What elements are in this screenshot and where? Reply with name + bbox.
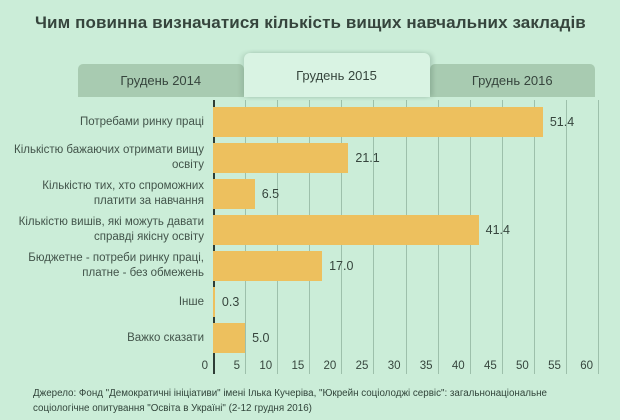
x-tick-label: 45 bbox=[483, 360, 497, 372]
page-title: Чим повинна визначатися кількість вищих … bbox=[35, 13, 586, 32]
source-note: Джерело: Фонд "Демократичні ініціативи" … bbox=[33, 388, 547, 415]
bar-zone: 6.5 bbox=[213, 179, 598, 209]
bar-value-label: 41.4 bbox=[485, 223, 510, 237]
x-tick-label: 10 bbox=[259, 360, 273, 372]
x-tick-label: 5 bbox=[233, 360, 241, 372]
x-tick-label: 55 bbox=[548, 360, 561, 372]
bar-zone: 0.3 bbox=[213, 287, 598, 317]
bar-zone: 51.4 bbox=[213, 107, 598, 137]
gridline bbox=[533, 100, 535, 374]
tab-bar: Грудень 2014 Грудень 2015 Грудень 2016 bbox=[78, 53, 595, 97]
bar-chart: Потребами ринку праці 51.4 Кількістю бажаю… bbox=[0, 100, 620, 376]
category-label: Кількістю бажаючих отримати вищу освіту bbox=[14, 144, 204, 171]
chart-row: Важко сказати 5.0 bbox=[0, 320, 620, 356]
chart-plot-area: Потребами ринку праці 51.4 Кількістю бажаю… bbox=[0, 100, 620, 374]
x-tick-label: 35 bbox=[419, 360, 433, 372]
chart-row: Інше 0.3 bbox=[0, 284, 620, 320]
category-label: Важко сказати bbox=[127, 331, 204, 344]
gridline bbox=[565, 100, 567, 374]
bar-value-label: 0.3 bbox=[221, 295, 240, 309]
bar bbox=[213, 287, 215, 317]
bar bbox=[213, 251, 323, 281]
chart-row: Кількістю вишів, які можуть давати справ… bbox=[0, 212, 620, 248]
chart-rows: Потребами ринку праці 51.4 Кількістю бажаю… bbox=[0, 104, 620, 356]
x-tick-label: 40 bbox=[451, 360, 465, 372]
bar-zone: 17.0 bbox=[213, 251, 598, 281]
chart-row: Кількістю тих, хто спроможних платити за… bbox=[0, 176, 620, 212]
tab-december-2015[interactable]: Грудень 2015 bbox=[243, 53, 430, 97]
bar bbox=[213, 107, 543, 137]
bar-zone: 5.0 bbox=[213, 323, 598, 353]
category-label: Кількістю тих, хто спроможних платити за… bbox=[42, 180, 204, 207]
chart-row: Бюджетне - потреби ринку праці, платне -… bbox=[0, 248, 620, 284]
x-tick-label: 60 bbox=[580, 360, 593, 372]
bar-zone: 41.4 bbox=[213, 215, 598, 245]
bar bbox=[213, 143, 349, 173]
category-label: Потребами ринку праці bbox=[79, 115, 204, 128]
bar-value-label: 17.0 bbox=[329, 259, 354, 273]
x-axis: 0 5 10 15 20 25 30 35 40 45 50 55 60 bbox=[202, 360, 598, 376]
bar bbox=[213, 323, 246, 353]
bar bbox=[213, 215, 479, 245]
category-label: Інше bbox=[178, 295, 204, 308]
x-tick-label: 15 bbox=[291, 360, 305, 372]
x-tick-label: 0 bbox=[201, 360, 208, 372]
x-tick-label: 50 bbox=[516, 360, 529, 372]
x-tick-label: 25 bbox=[355, 360, 369, 372]
bar-value-label: 6.5 bbox=[261, 187, 280, 201]
gridline bbox=[598, 100, 599, 374]
bar bbox=[213, 179, 255, 209]
gridline bbox=[501, 100, 503, 374]
tab-december-2016[interactable]: Грудень 2016 bbox=[429, 64, 595, 97]
bar-value-label: 5.0 bbox=[252, 331, 270, 345]
x-tick-label: 20 bbox=[323, 360, 337, 372]
bar-zone: 21.1 bbox=[213, 143, 598, 173]
tab-december-2014[interactable]: Грудень 2014 bbox=[78, 64, 244, 97]
bar-value-label: 21.1 bbox=[355, 151, 380, 165]
chart-row: Кількістю бажаючих отримати вищу освіту 2… bbox=[0, 140, 620, 176]
bar-value-label: 51.4 bbox=[549, 115, 575, 129]
chart-row: Потребами ринку праці 51.4 bbox=[0, 104, 620, 140]
x-tick-label: 30 bbox=[387, 360, 401, 372]
category-label: Кількістю вишів, які можуть давати справ… bbox=[18, 216, 204, 243]
category-label: Бюджетне - потреби ринку праці, платне -… bbox=[28, 252, 204, 279]
